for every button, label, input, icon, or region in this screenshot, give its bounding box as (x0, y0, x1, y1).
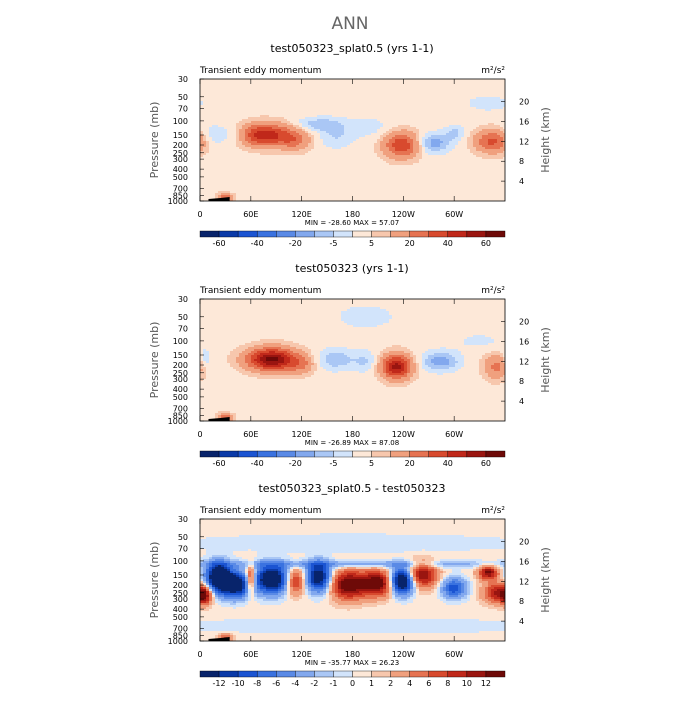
panel-1: 3050701001502002503004005007008501000481… (148, 42, 552, 248)
field-raster (200, 79, 506, 201)
page-title: ANN (331, 14, 368, 34)
